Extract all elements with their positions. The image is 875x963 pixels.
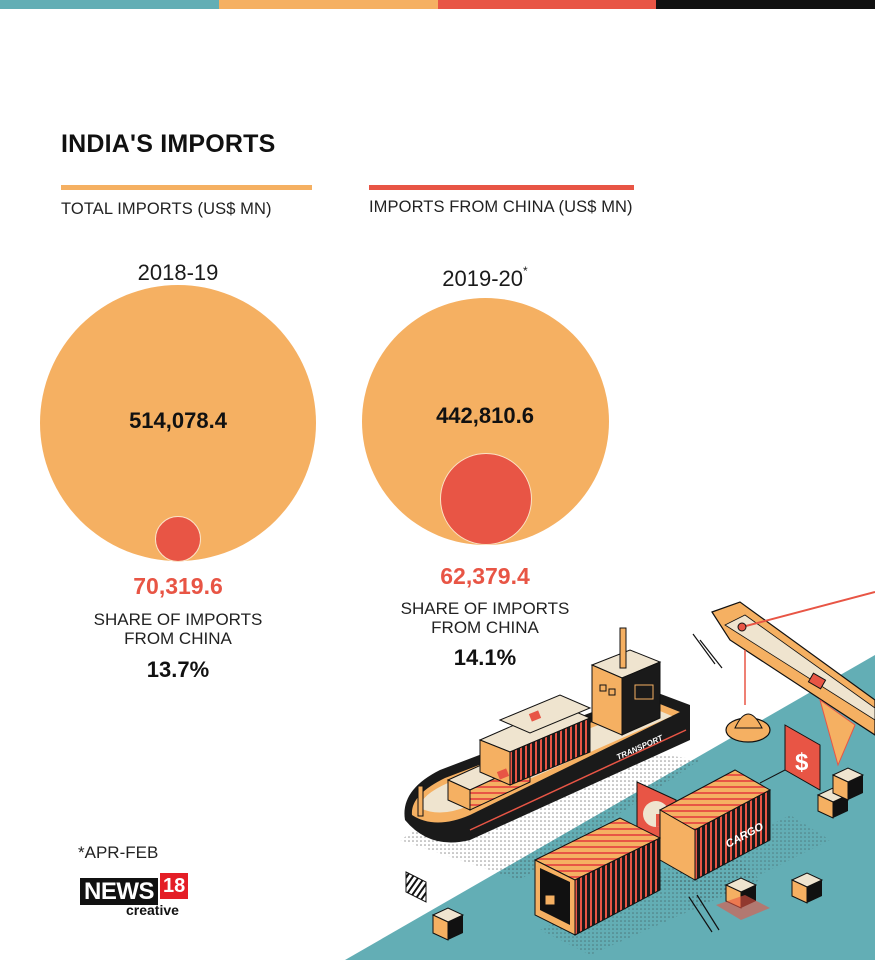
year-text: 2019-20 <box>442 266 524 291</box>
chart-title: INDIA'S IMPORTS <box>61 130 276 158</box>
news18-logo: NEWS 18 creative <box>80 873 190 919</box>
open-container <box>533 817 662 936</box>
year-label-2018-19: 2018-19 <box>78 260 278 286</box>
year-text: 2018-19 <box>137 260 219 285</box>
bubble-china-2019-20 <box>440 453 532 545</box>
top-color-bar <box>0 0 875 9</box>
logo-news-text: NEWS <box>80 878 158 905</box>
china-value-2018-19: 70,319.6 <box>133 573 223 599</box>
share-pct-2018-19: 13.7% <box>146 657 210 682</box>
share-label-line2: FROM CHINA <box>124 629 232 648</box>
total-value-2019-20: 442,810.6 <box>436 403 534 428</box>
logo-number: 18 <box>160 873 189 899</box>
bar-segment-red <box>437 0 657 9</box>
bubble-total-2018-19 <box>40 285 316 561</box>
share-pct-2019-20: 14.1% <box>453 645 517 670</box>
total-value-2018-19: 514,078.4 <box>129 408 227 433</box>
share-label-2018-19: SHARE OF IMPORTS FROM CHINA <box>58 610 298 648</box>
legend-swatch-china <box>369 185 634 190</box>
footnote-marker: * <box>523 264 528 278</box>
footnote: *APR-FEB <box>78 843 159 862</box>
share-label-line1: SHARE OF IMPORTS <box>93 610 263 629</box>
cargo-container: CARGO <box>658 769 772 881</box>
bar-segment-black <box>656 0 875 9</box>
crane <box>688 591 875 933</box>
share-label-line2: FROM CHINA <box>431 618 539 637</box>
bar-segment-teal <box>0 0 219 9</box>
legend-swatch-total <box>61 185 312 190</box>
bar-segment-orange <box>218 0 438 9</box>
svg-text:$: $ <box>795 749 809 776</box>
year-label-2019-20: 2019-20* <box>385 264 585 292</box>
legend-label-total: TOTAL IMPORTS (US$ MN) <box>61 200 272 218</box>
china-value-2019-20: 62,379.4 <box>440 563 530 589</box>
share-label-2019-20: SHARE OF IMPORTS FROM CHINA <box>365 599 605 637</box>
bubble-china-2018-19 <box>155 516 201 562</box>
legend-label-china: IMPORTS FROM CHINA (US$ MN) <box>369 198 633 216</box>
boxes <box>405 767 865 941</box>
logo-creative-text: creative <box>126 902 179 918</box>
dollar-sign-board: $ <box>759 724 821 791</box>
share-label-line1: SHARE OF IMPORTS <box>400 599 570 618</box>
